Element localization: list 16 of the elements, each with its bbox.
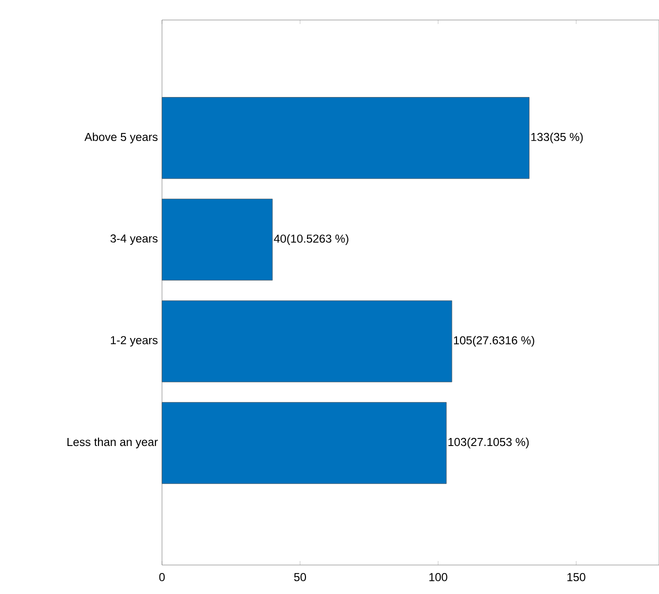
x-tick-label: 0 [159,573,165,582]
y-tick-label: 1-2 years [110,336,158,347]
y-tick-label: Less than an year [67,438,158,448]
data-label: 105(27.6316 %) [454,336,534,347]
y-tick-label: 3-4 years [110,234,158,245]
y-tick-label: Above 5 years [84,132,158,144]
data-label: 103(27.1053 %) [448,438,529,448]
bar [162,198,273,280]
x-tick-label: 150 [567,573,586,582]
x-tick-label: 50 [294,573,306,582]
bar [162,402,447,484]
bar [162,97,530,179]
data-label: 40(10.5263 %) [274,234,348,245]
bar [162,300,452,382]
x-tick-label: 100 [429,573,448,582]
data-label: 133(35 %) [531,132,583,144]
